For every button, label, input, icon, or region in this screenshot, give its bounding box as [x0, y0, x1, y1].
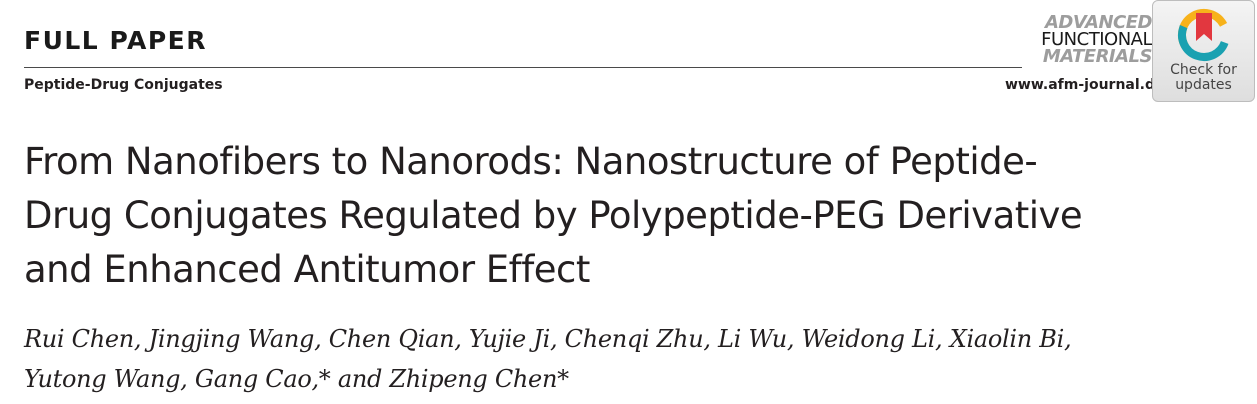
author-list: Rui Chen, Jingjing Wang, Chen Qian, Yuji…: [24, 319, 1244, 399]
title-line: and Enhanced Antitumor Effect: [24, 248, 590, 291]
author-line: Yutong Wang, Gang Cao,* and Zhipeng Chen…: [24, 365, 569, 393]
author-line: Rui Chen, Jingjing Wang, Chen Qian, Yuji…: [24, 325, 1072, 353]
check-for-updates-label: Check for updates: [1153, 63, 1254, 93]
check-for-updates-button[interactable]: Check for updates: [1152, 0, 1255, 102]
title-line: Drug Conjugates Regulated by Polypeptide…: [24, 194, 1083, 237]
badge-line-2: updates: [1175, 77, 1232, 93]
badge-line-1: Check for: [1170, 62, 1237, 78]
journal-logo-line-2: FUNCTIONAL: [1041, 29, 1152, 50]
section-label: FULL PAPER: [24, 26, 207, 55]
journal-logo-line-1: ADVANCED: [1044, 14, 1152, 33]
journal-url[interactable]: www.afm-journal.de: [1005, 77, 1152, 93]
check-for-updates-icon: [1178, 8, 1230, 61]
journal-logo-line-3: MATERIALS: [1042, 46, 1152, 67]
title-line: From Nanofibers to Nanorods: Nanostructu…: [24, 140, 1038, 183]
article-topic: Peptide-Drug Conjugates: [24, 77, 223, 93]
article-title: From Nanofibers to Nanorods: Nanostructu…: [24, 135, 1224, 297]
header-divider: [24, 67, 1022, 68]
journal-logo: ADVANCED FUNCTIONAL MATERIALS: [1026, 14, 1152, 72]
